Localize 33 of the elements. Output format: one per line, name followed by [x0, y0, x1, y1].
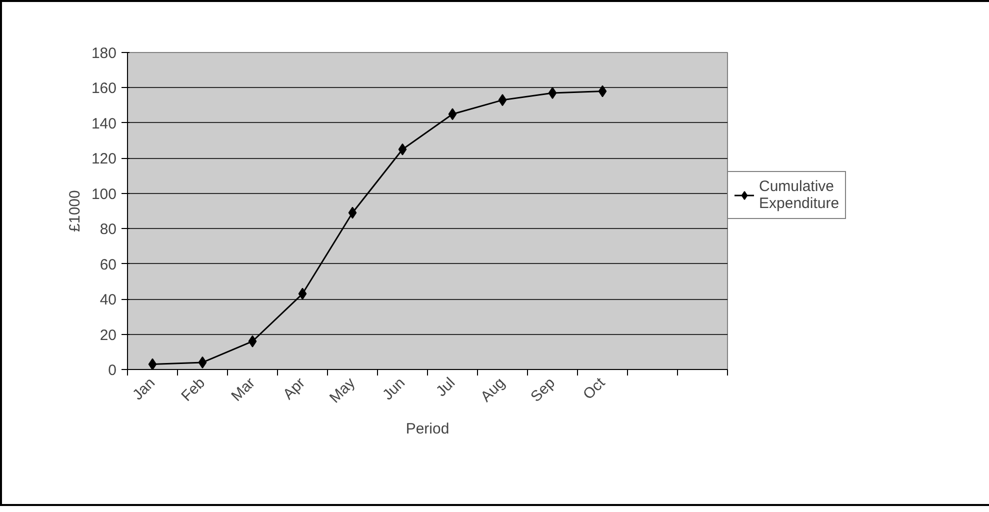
x-tick-label: Aug [478, 374, 509, 406]
y-tick-label: 180 [91, 45, 117, 62]
x-tick-label: Feb [178, 374, 209, 405]
point [398, 143, 407, 156]
point [348, 206, 357, 219]
x-tick-label: Jun [379, 374, 409, 404]
x-tick-label: Apr [280, 374, 309, 404]
point [198, 356, 207, 368]
y-tick-label: 160 [91, 80, 117, 98]
legend-label: Cumulative Expenditure [759, 178, 840, 212]
x-tick-label: Mar [228, 374, 259, 405]
point [298, 288, 307, 300]
x-tick-label: Jul [432, 374, 459, 400]
x-axis-title: Period [406, 420, 450, 438]
point [498, 94, 507, 106]
y-tick-label: 60 [100, 256, 117, 274]
y-tick-label: 140 [91, 115, 117, 132]
x-tick-label: Sep [528, 374, 559, 406]
y-tick-label: 40 [100, 292, 117, 309]
y-tick-label: 20 [100, 326, 117, 344]
y-tick-label: 80 [100, 221, 117, 238]
point [148, 358, 157, 370]
point [598, 85, 607, 98]
point [448, 108, 457, 120]
y-tick-label: 120 [91, 150, 117, 168]
y-tick-label: 100 [91, 186, 117, 203]
y-tick-label: 0 [108, 362, 116, 379]
point [548, 87, 557, 100]
x-tick-label: Jan [129, 374, 159, 404]
x-tick-label: May [326, 374, 359, 407]
y-axis-title: £1000 [66, 190, 84, 232]
point [248, 335, 257, 348]
x-tick-label: Oct [580, 374, 610, 404]
